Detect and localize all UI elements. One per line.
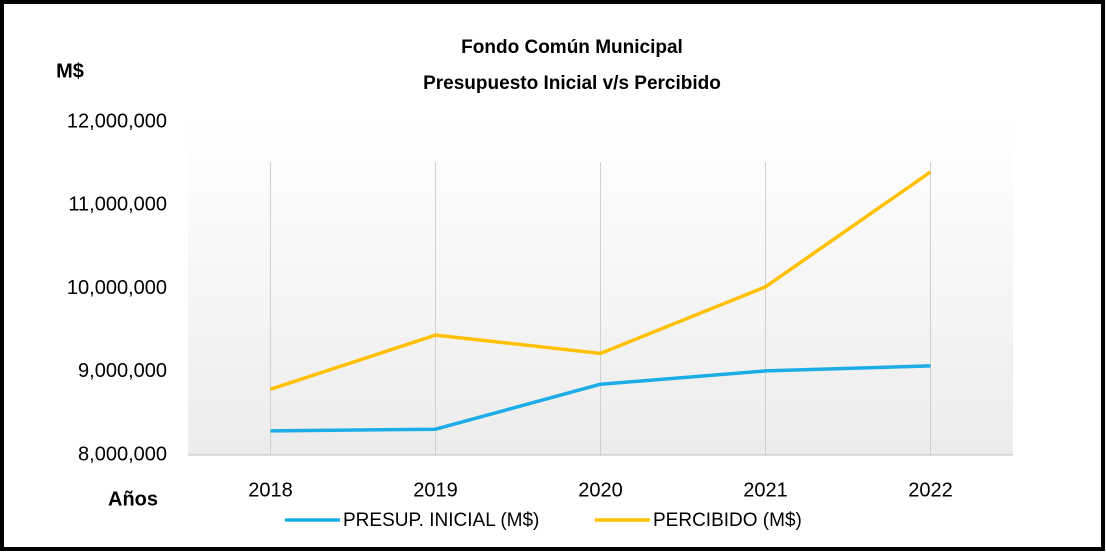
x-axis-label: Años [108,488,158,510]
y-axis-label: M$ [56,60,84,82]
y-tick-label: 12,000,000 [67,110,167,132]
x-tick-label: 2022 [908,479,953,501]
series-line [269,170,932,391]
x-tick-label: 2020 [578,479,623,501]
y-tick-label: 9,000,000 [78,360,167,382]
chart-subtitle: Presupuesto Inicial v/s Percibido [423,73,721,94]
y-tick-label: 8,000,000 [78,443,167,465]
y-tick-label: 10,000,000 [67,277,167,299]
series-line [270,364,931,433]
legend-label: PRESUP. INICIAL (M$) [343,510,539,531]
chart-title: Fondo Común Municipal [461,37,683,58]
y-tick-label: 11,000,000 [68,194,167,216]
legend-label: PERCIBIDO (M$) [653,510,802,531]
x-tick-label: 2019 [413,479,458,501]
x-tick-label: 2018 [248,479,293,501]
x-tick-label: 2021 [743,479,788,501]
